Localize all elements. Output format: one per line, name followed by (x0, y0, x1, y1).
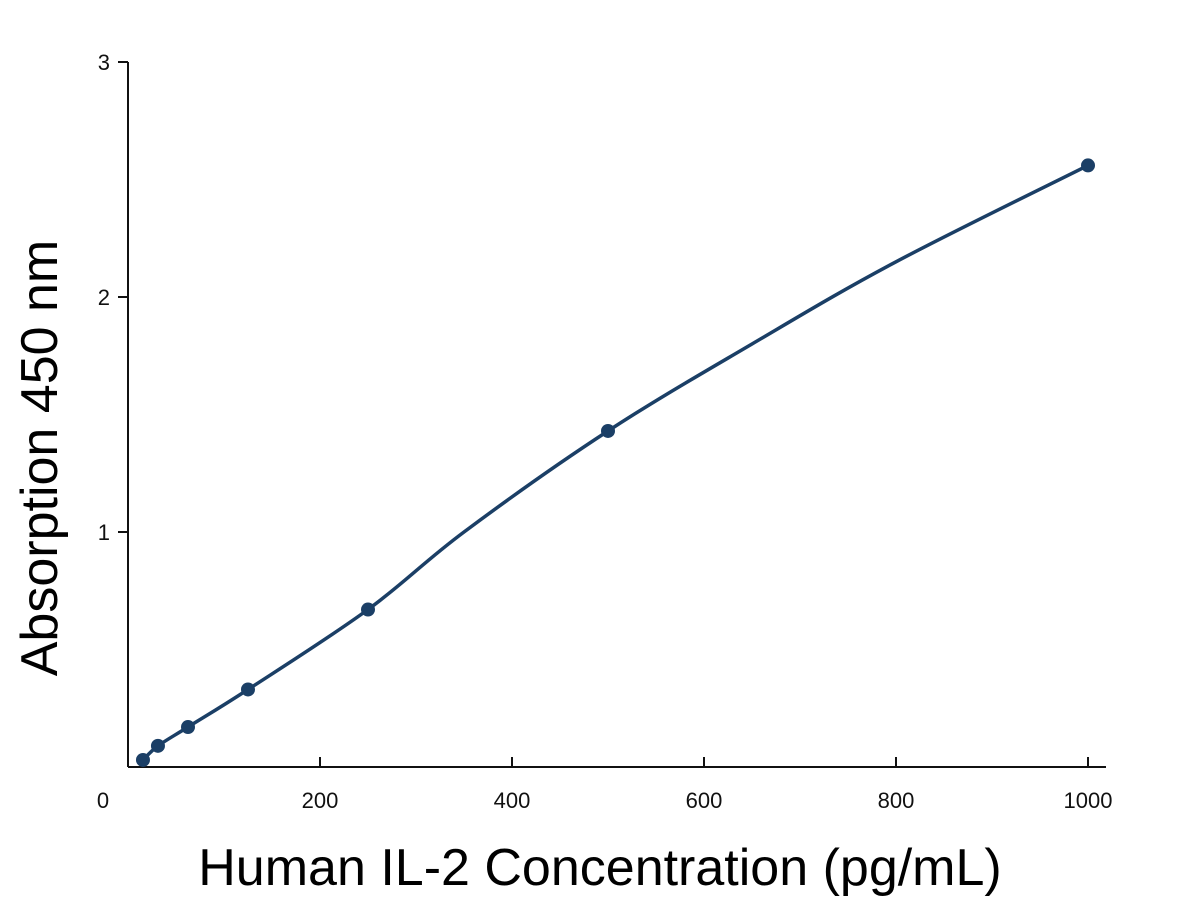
y-tick-label: 2 (98, 285, 110, 310)
y-tick-label: 3 (98, 50, 110, 75)
data-point (150, 738, 165, 753)
y-axis-title: Absorption 450 nm (11, 240, 69, 677)
y-tick-label: 1 (98, 520, 110, 545)
data-point (241, 682, 255, 697)
x-axis-title: Human IL-2 Concentration (pg/mL) (198, 839, 1002, 897)
data-point (361, 602, 375, 617)
x-tick-label: 400 (494, 788, 531, 813)
x-tick-label: 800 (878, 788, 915, 813)
data-point (181, 720, 195, 735)
x-tick-label: 0 (97, 788, 109, 813)
x-tick-label: 600 (686, 788, 723, 813)
x-tick-label: 1000 (1064, 788, 1113, 813)
data-point (135, 752, 150, 767)
x-axis-ticks: 0 200 400 600 800 1000 (97, 757, 1113, 813)
plot-area: 0 200 400 600 800 1000 1 2 3 (97, 50, 1113, 813)
x-tick-label: 200 (302, 788, 339, 813)
data-points (135, 158, 1095, 767)
fitted-curve-line (141, 163, 1090, 762)
data-point (1081, 158, 1095, 173)
data-point (601, 423, 615, 438)
y-axis-ticks: 1 2 3 (98, 50, 128, 545)
